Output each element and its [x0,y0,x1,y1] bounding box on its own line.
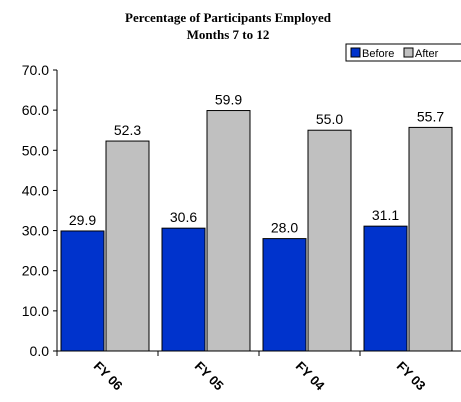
bar-before-3 [363,225,408,352]
value-label: 55.7 [417,108,444,124]
legend-swatch-before [350,47,361,58]
y-tick-label: 50.0 [22,142,49,158]
x-category-label: FY 03 [394,358,429,393]
value-label: 52.3 [114,122,141,138]
x-axis: FY 06 FY 05 FY 04 FY 03 [56,350,461,394]
x-category-label: FY 06 [91,358,126,393]
y-tick-label: 40.0 [22,182,49,198]
value-label: 28.0 [271,220,298,236]
value-labels: 29.9 52.3 30.6 59.9 28.0 55.0 31.1 55.7 [69,92,444,236]
y-tick-label: 10.0 [22,303,49,319]
bar-before-2 [262,238,307,352]
x-category-label: FY 04 [293,358,329,394]
y-tick-label: 0.0 [30,343,50,359]
legend-label-after: After [415,48,439,60]
value-label: 31.1 [372,207,399,223]
legend-swatch-after [403,47,414,58]
x-category-label: FY 05 [192,358,227,393]
bar-before-1 [161,227,206,352]
y-tick-label: 30.0 [22,223,49,239]
legend: Before After [345,43,461,62]
bars [60,110,453,352]
value-label: 30.6 [170,209,197,225]
y-tick-label: 70.0 [22,62,49,78]
bar-before-0 [60,230,105,352]
bar-after-0 [105,140,150,352]
bar-after-2 [307,129,352,352]
value-label: 59.9 [215,92,242,108]
value-label: 55.0 [316,111,343,127]
chart-title: Percentage of Participants Employed [125,10,332,25]
bar-after-3 [408,126,453,352]
chart-subtitle: Months 7 to 12 [187,27,270,42]
legend-label-before: Before [362,48,394,60]
bar-after-1 [206,110,251,352]
y-tick-label: 20.0 [22,263,49,279]
y-tick-label: 60.0 [22,102,49,118]
value-label: 29.9 [69,212,96,228]
y-axis: 0.0 10.0 20.0 30.0 40.0 50.0 60.0 70.0 [22,62,58,359]
